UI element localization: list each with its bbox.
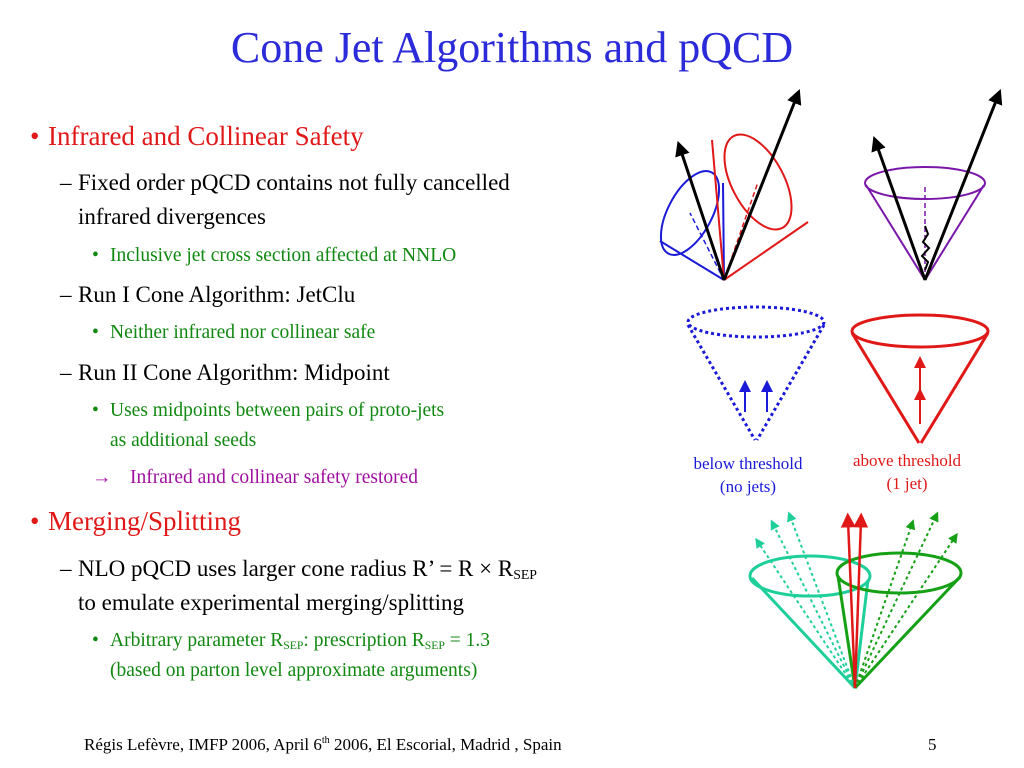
- right-arrow-icon: →: [92, 467, 112, 488]
- sub-arbitrary: • Arbitrary parameter RSEP: prescription …: [92, 626, 490, 655]
- blue-cone-axis: [689, 212, 725, 281]
- sub-restored: → Infrared and collinear safety restored: [92, 463, 418, 492]
- run1-text: Run I Cone Algorithm: JetClu: [78, 282, 356, 307]
- sub-inclusive: • Inclusive jet cross section affected at…: [92, 241, 456, 270]
- arb-text-b: : prescription R: [303, 630, 425, 651]
- bullet-merging: • Merging/Splitting: [30, 506, 241, 537]
- soft-gluon-squiggle: [920, 225, 931, 271]
- collinear-cones-diagram: [659, 89, 809, 281]
- red-cone-rim: [850, 313, 990, 349]
- teal-particle-arrow: [770, 519, 856, 689]
- midpoints-line2: as additional seeds: [110, 430, 257, 451]
- bullet-dot: •: [30, 121, 40, 151]
- arb-text-c: = 1.3: [444, 630, 490, 651]
- footer-text-b: 2006, El Escorial, Madrid , Spain: [329, 735, 562, 754]
- sub-midpoints: • Uses midpoints between pairs of proto-j…: [92, 396, 444, 425]
- run2-text: Run II Cone Algorithm: Midpoint: [78, 360, 390, 385]
- one-jet-label: (1 jet): [886, 474, 928, 493]
- bullet-dot: •: [92, 630, 99, 651]
- slide-title: Cone Jet Algorithms and pQCD: [230, 23, 794, 72]
- sub-run2: – Run II Cone Algorithm: Midpoint: [60, 357, 390, 388]
- footer-citation: Régis Lefèvre, IMFP 2006, April 6th 2006…: [84, 735, 562, 755]
- green-cone-edge: [853, 575, 962, 690]
- arb-text-a: Arbitrary parameter R: [110, 630, 284, 651]
- dotted-cone-rim: [686, 305, 826, 339]
- above-threshold-cone: [850, 313, 990, 444]
- green-particle-arrow: [854, 532, 958, 689]
- sub-neither: • Neither infrared nor collinear safe: [92, 318, 375, 347]
- footer-superscript: th: [321, 735, 330, 746]
- dotted-cone-edge: [755, 324, 826, 441]
- sep-subscript: SEP: [513, 567, 537, 582]
- dash-marker: –: [60, 360, 72, 385]
- bullet-dot: •: [92, 322, 99, 343]
- blue-cone-edge: [659, 240, 725, 281]
- neither-text: Neither infrared nor collinear safe: [110, 322, 376, 343]
- sub-nlo: – NLO pQCD uses larger cone radius R’ = R…: [60, 553, 537, 584]
- red-cone-rim: [723, 133, 793, 231]
- above-threshold-label: above threshold: [852, 451, 962, 470]
- green-particle-arrow: [854, 511, 939, 689]
- parton-arrow: [675, 140, 726, 281]
- below-threshold-label: below threshold: [693, 454, 803, 473]
- arb-line2: (based on parton level approximate argum…: [110, 660, 478, 681]
- fixed-order-line1: Fixed order pQCD contains not fully canc…: [78, 170, 510, 195]
- red-cone-edge: [711, 139, 725, 281]
- teal-particle-arrow: [755, 537, 856, 689]
- bullet-dot: •: [92, 400, 99, 421]
- bullet-ir-safety: • Infrared and Collinear Safety: [30, 121, 364, 152]
- purple-cone-edge: [865, 184, 926, 281]
- parton-arrow: [871, 135, 927, 281]
- dotted-cone-edge: [686, 324, 757, 441]
- dash-marker: –: [60, 556, 72, 581]
- green-cone-edge: [836, 575, 857, 689]
- dash-marker: –: [60, 282, 72, 307]
- nlo-line2: to emulate experimental merging/splittin…: [78, 590, 465, 615]
- teal-cone-edge: [853, 579, 870, 689]
- red-particle-arrow: [840, 512, 857, 689]
- purple-cone-diagram: [864, 89, 1003, 281]
- sep-subscript: SEP: [283, 639, 304, 652]
- bullet-dot: •: [92, 245, 99, 266]
- midpoints-line1: Uses midpoints between pairs of proto-je…: [110, 400, 445, 421]
- green-particle-arrow: [854, 519, 916, 689]
- bullet-dot: •: [30, 506, 40, 536]
- red-cone-edge: [723, 221, 809, 281]
- bullet-ir-safety-text: Infrared and Collinear Safety: [48, 121, 364, 151]
- bullet-merging-text: Merging/Splitting: [48, 506, 242, 536]
- restored-text: Infrared and collinear safety restored: [130, 467, 419, 488]
- dash-marker: –: [60, 170, 72, 195]
- page-number: 5: [928, 735, 937, 754]
- red-cone-edge: [919, 332, 990, 444]
- sub-run1: – Run I Cone Algorithm: JetClu: [60, 279, 355, 310]
- purple-cone-edge: [924, 184, 985, 281]
- red-particle-arrow: [853, 512, 869, 689]
- above-threshold-caption: above threshold (1 jet): [832, 449, 982, 495]
- blue-cone-rim: [659, 170, 721, 256]
- blue-cone-edge: [722, 182, 725, 281]
- sub-fixed-order: – Fixed order pQCD contains not fully can…: [60, 167, 510, 198]
- below-threshold-cone: [686, 305, 826, 441]
- below-threshold-caption: below threshold (no jets): [672, 452, 824, 498]
- inclusive-text: Inclusive jet cross section affected at …: [110, 245, 457, 266]
- teal-cone-edge: [750, 576, 857, 690]
- footer-text-a: Régis Lefèvre, IMFP 2006, April 6: [84, 735, 322, 754]
- fixed-order-line2: infrared divergences: [78, 204, 266, 229]
- teal-particle-arrow: [787, 511, 856, 689]
- red-cone-edge: [850, 332, 921, 444]
- parton-arrow: [722, 89, 802, 281]
- merging-cones-diagram: [748, 511, 963, 690]
- nlo-line1: NLO pQCD uses larger cone radius R’ = R …: [78, 556, 514, 581]
- sep-subscript: SEP: [424, 639, 445, 652]
- no-jets-label: (no jets): [719, 477, 777, 496]
- green-cone-rim: [835, 551, 963, 595]
- parton-arrow: [923, 89, 1003, 281]
